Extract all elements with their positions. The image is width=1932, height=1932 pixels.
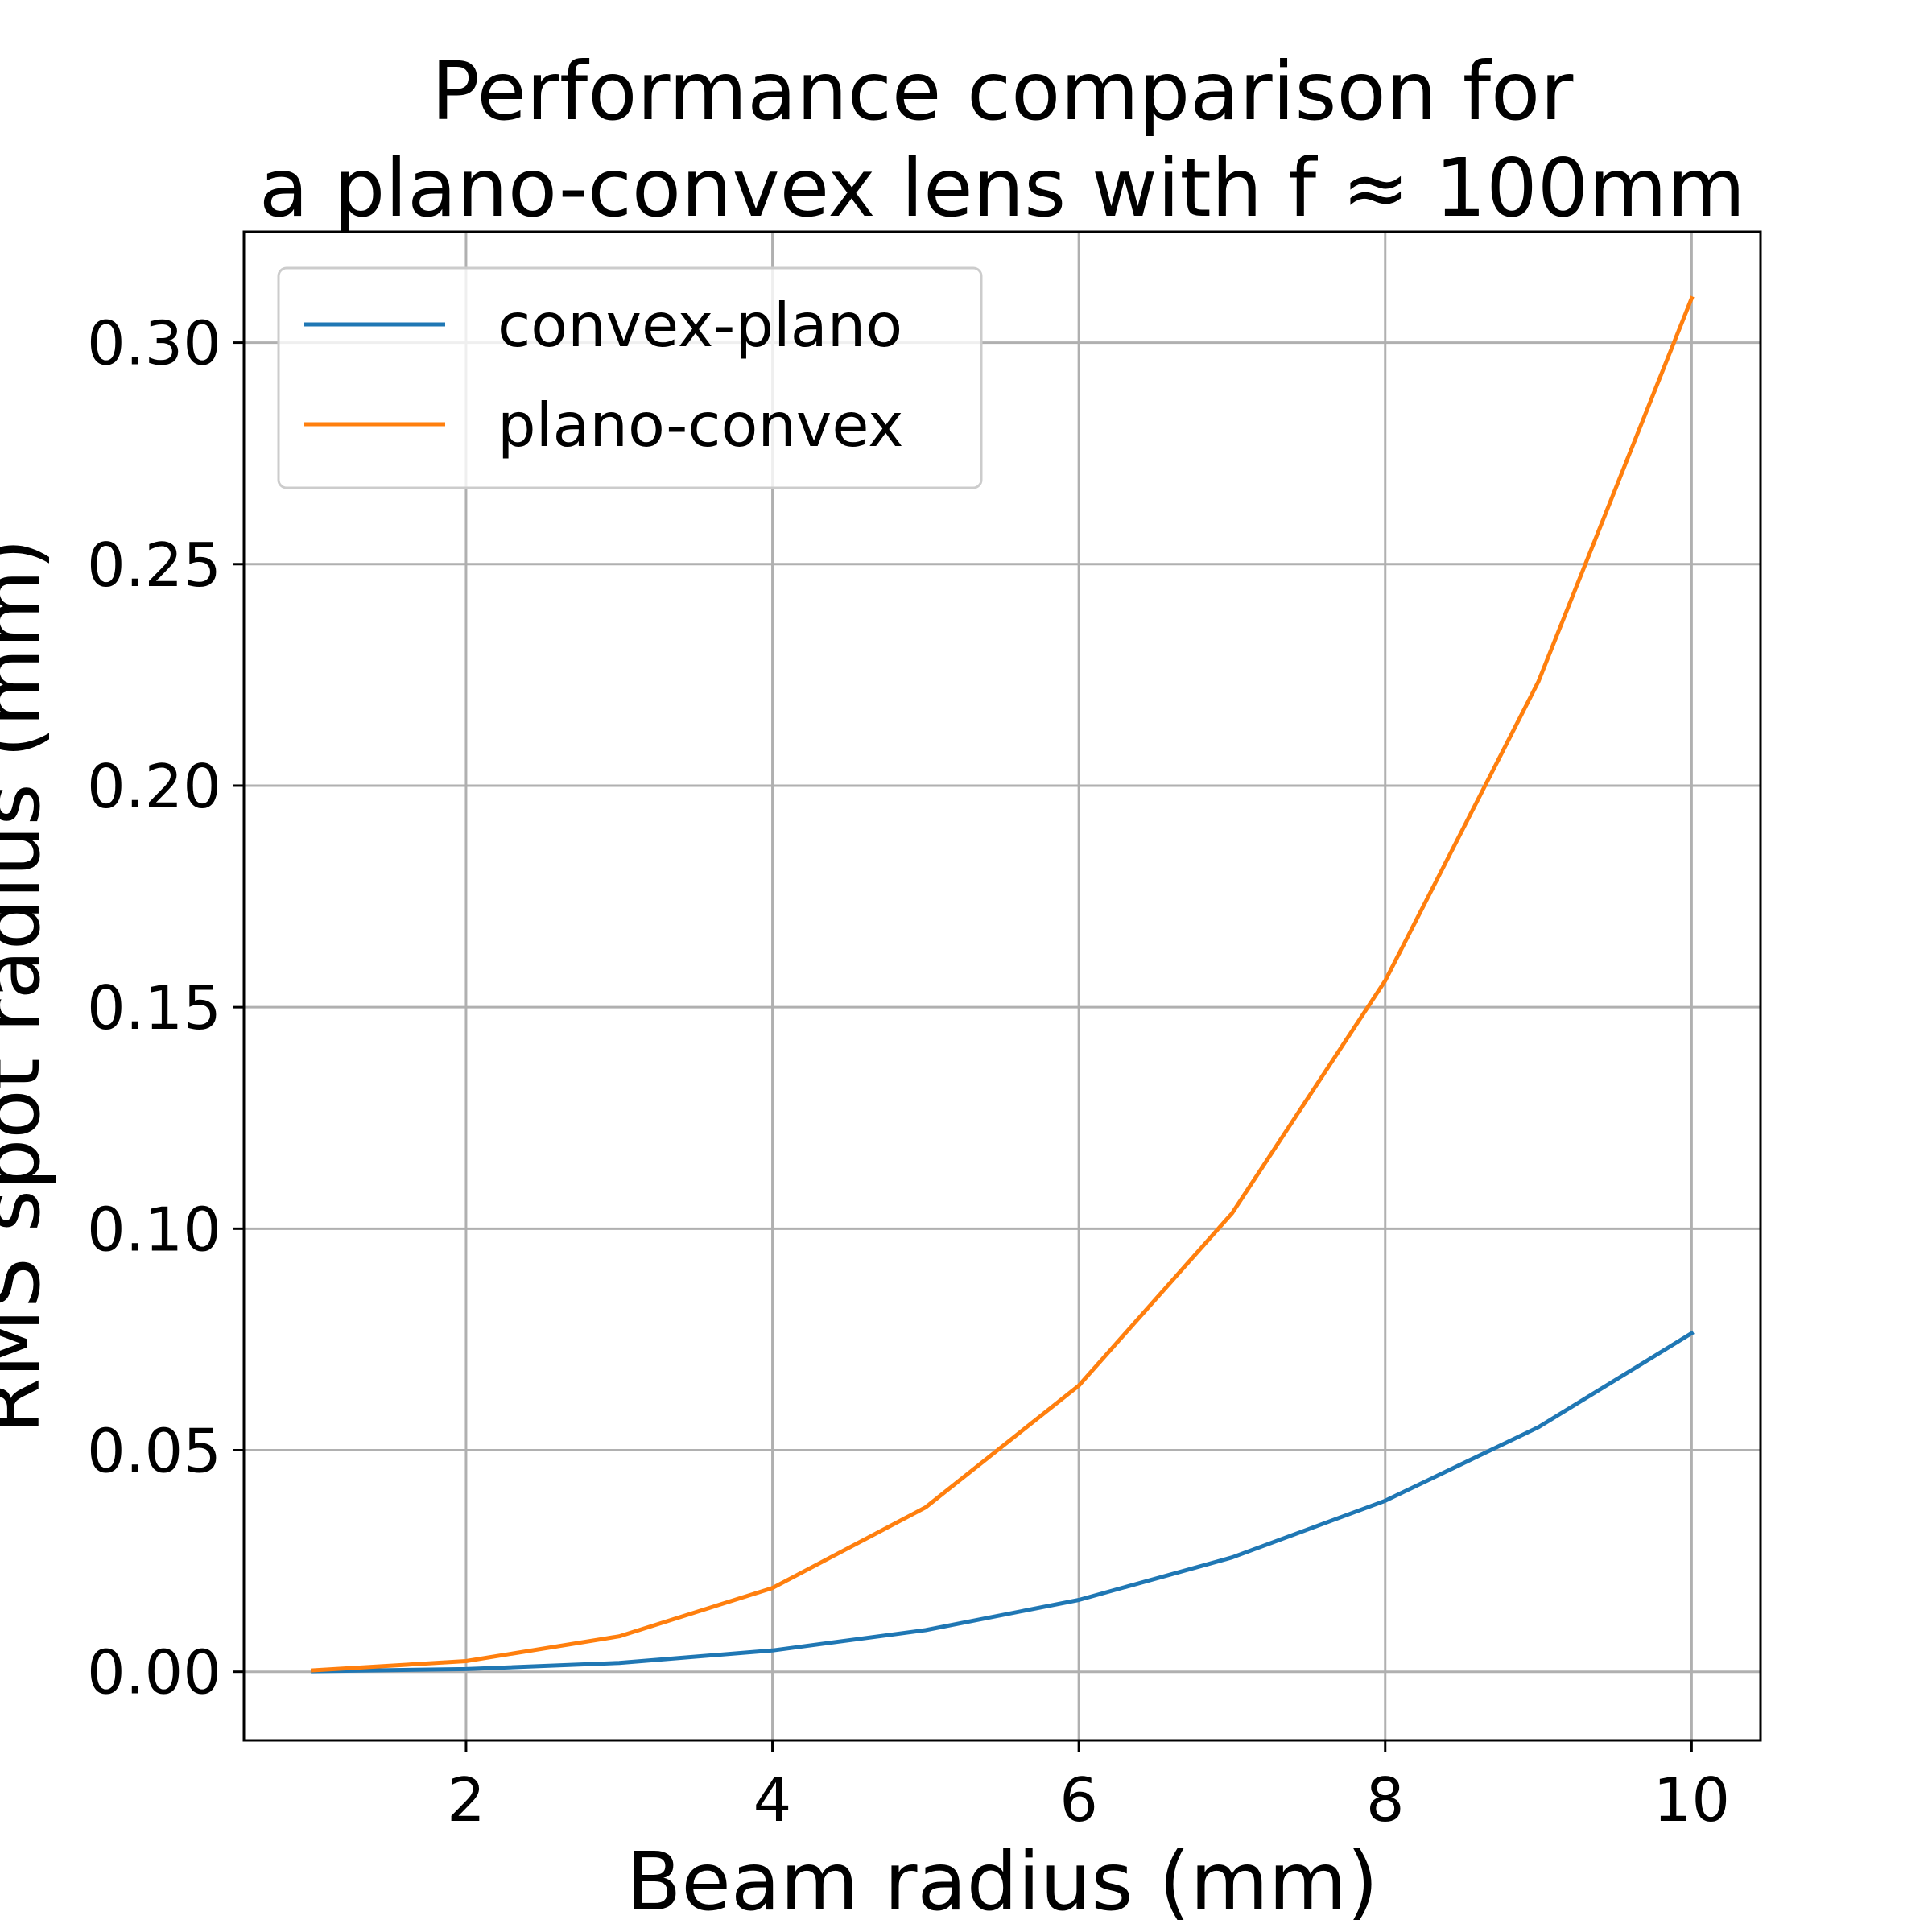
axis-ticks: 2 4 6 8 10 0.00 0.05 0.10 0.15 0.20 0.25 0.30	[87, 308, 1730, 1835]
chart-title-line-1: Performance comparison for	[431, 44, 1575, 138]
x-tick-label: 2	[447, 1765, 485, 1835]
plot-frame	[242, 230, 1762, 1742]
x-tick-label: 6	[1059, 1765, 1098, 1835]
legend: convex-plano plano-convex	[277, 266, 983, 489]
series-line-plano-convex	[310, 295, 1695, 1673]
x-tick-label: 4	[753, 1765, 792, 1835]
y-tick-label: 0.10	[87, 1194, 221, 1265]
y-tick-label: 0.30	[87, 308, 221, 379]
y-tick-label: 0.15	[87, 972, 221, 1043]
y-tick-label: 0.00	[87, 1637, 221, 1708]
legend-label-convex-plano: convex-plano	[497, 290, 902, 361]
y-tick-label: 0.25	[87, 530, 221, 601]
legend-box	[277, 266, 983, 489]
plot-lines	[310, 295, 1695, 1674]
chart-title-line-2: a plano-convex lens with f ≈ 100mm	[259, 141, 1745, 235]
x-axis-label: Beam radius (mm)	[626, 1835, 1378, 1929]
y-tick-label: 0.05	[87, 1416, 221, 1487]
grid-lines	[244, 232, 1761, 1740]
legend-label-plano-convex: plano-convex	[497, 390, 904, 460]
x-tick-label: 10	[1653, 1765, 1730, 1835]
y-axis-label: RMS spot radius (mm)	[0, 539, 58, 1435]
x-tick-label: 8	[1366, 1765, 1405, 1835]
y-tick-label: 0.20	[87, 751, 221, 822]
series-line-convex-plano	[311, 1330, 1695, 1674]
